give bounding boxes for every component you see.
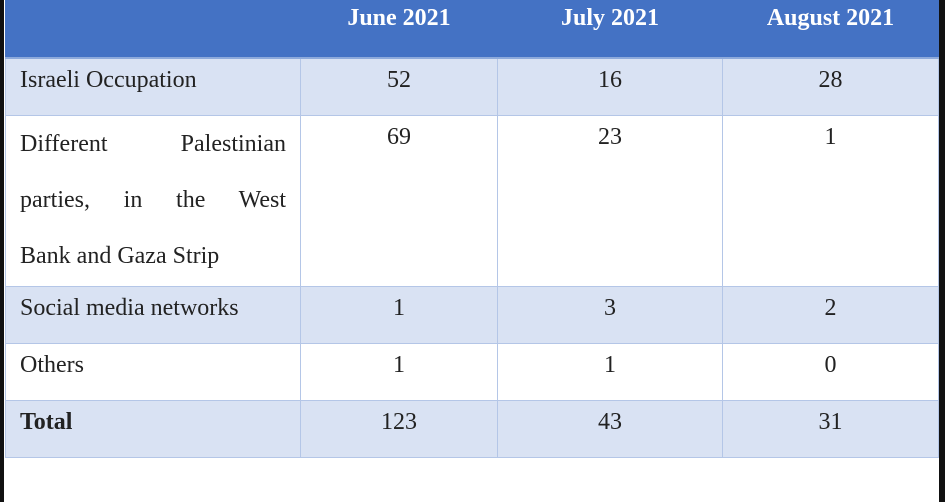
- header-june: June 2021: [300, 0, 498, 59]
- cell: 16: [497, 57, 723, 116]
- cell: 1: [497, 343, 723, 401]
- row-label: Different Palestinian parties, in the Wes…: [5, 115, 301, 287]
- cell: 123: [300, 400, 498, 458]
- table-row: Israeli Occupation 52 16 28: [5, 57, 939, 116]
- cell: 23: [497, 115, 723, 287]
- cell: 52: [300, 57, 498, 116]
- header-july: July 2021: [497, 0, 723, 59]
- row-label: Others: [5, 343, 301, 401]
- cell: 2: [722, 286, 939, 344]
- cell: 69: [300, 115, 498, 287]
- row-label: Total: [5, 400, 301, 458]
- label-line: Different Palestinian: [20, 131, 286, 157]
- cell: 43: [497, 400, 723, 458]
- header-august: August 2021: [722, 0, 939, 59]
- cell: 28: [722, 57, 939, 116]
- cell: 1: [300, 286, 498, 344]
- cell: 31: [722, 400, 939, 458]
- label-line: parties, in the West: [20, 187, 286, 213]
- table-row: Social media networks 1 3 2: [5, 286, 939, 344]
- table-row: Others 1 1 0: [5, 343, 939, 401]
- row-label: Social media networks: [5, 286, 301, 344]
- data-table: June 2021 July 2021 August 2021 Israeli …: [5, 0, 939, 458]
- row-label: Israeli Occupation: [5, 57, 301, 116]
- window-border-right: [939, 0, 945, 502]
- table-row: Different Palestinian parties, in the Wes…: [5, 115, 939, 287]
- cell: 3: [497, 286, 723, 344]
- label-line: Bank and Gaza Strip: [20, 243, 220, 269]
- cell: 1: [722, 115, 939, 287]
- header-row: June 2021 July 2021 August 2021: [5, 0, 939, 59]
- cell: 1: [300, 343, 498, 401]
- header-empty: [5, 0, 301, 59]
- window-border-left: [0, 0, 4, 502]
- total-row: Total 123 43 31: [5, 400, 939, 458]
- cell: 0: [722, 343, 939, 401]
